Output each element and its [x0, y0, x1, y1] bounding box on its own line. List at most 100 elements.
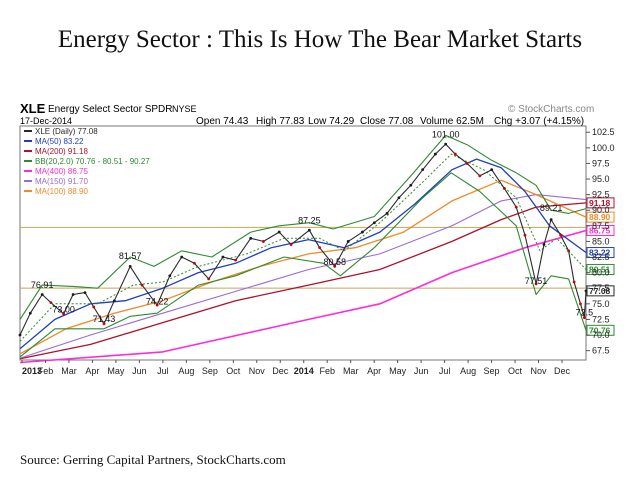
price-point [583, 316, 586, 319]
value-tag-label: 88.90 [589, 212, 611, 222]
legend-entry: MA(100) 88.90 [35, 187, 88, 196]
price-point [168, 274, 172, 278]
ma100-line [19, 179, 587, 355]
series-layer [18, 134, 588, 364]
y-tick-label: 102.5 [592, 127, 615, 137]
price-point [289, 243, 293, 246]
bollinger-upper-line [19, 134, 587, 320]
price-point [421, 168, 425, 172]
x-tick-label: 2013 [22, 366, 42, 376]
price-point [18, 333, 22, 337]
price-point [234, 258, 238, 262]
price-annotation: 80.58 [323, 257, 346, 267]
legend-entry: MA(400) 86.75 [35, 167, 88, 176]
bollinger-lower-line [19, 172, 587, 358]
price-point [502, 187, 506, 190]
price-point [478, 174, 482, 178]
price-point [102, 322, 106, 326]
price-point [261, 240, 265, 243]
price-point [28, 311, 32, 315]
price-point [277, 230, 281, 234]
legend-entry: BB(20,2.0) 70.76 - 80.51 - 90.27 [35, 157, 150, 166]
price-point [409, 183, 413, 187]
price-point [71, 293, 75, 296]
x-tick-label: Nov [249, 366, 266, 376]
price-point [207, 277, 211, 281]
price-point [140, 283, 144, 287]
bollinger-middle-line [19, 153, 587, 342]
ma400-line [19, 229, 587, 364]
x-tick-label: Dec [554, 366, 571, 376]
price-point [559, 233, 563, 237]
x-tick-label: Apr [367, 366, 381, 376]
price-point [572, 280, 576, 284]
price-annotation: 74.22 [146, 297, 169, 307]
header-date: 17-Dec-2014 [20, 116, 72, 126]
price-point [372, 221, 376, 225]
price-annotation: 87.25 [298, 215, 321, 225]
price-annotation: 72.5 [576, 307, 594, 317]
price-point [534, 282, 538, 286]
x-tick-label: May [107, 366, 125, 376]
value-tag-label: 70.76 [589, 325, 611, 335]
x-tick-label: Oct [226, 366, 241, 376]
value-tag-box [586, 197, 615, 209]
price-point [567, 249, 570, 253]
y-tick-label: 67.5 [592, 346, 610, 356]
price-point [128, 265, 132, 268]
price-point [40, 293, 44, 296]
price-annotation: 76.91 [31, 280, 54, 290]
value-tag-label: 80.51 [589, 264, 611, 274]
price-point [579, 302, 582, 306]
price-point [180, 255, 184, 259]
change-value: Chg +3.07 (+4.15%) [494, 116, 584, 127]
horizontal-lines-layer [20, 226, 586, 289]
close-value: Close 77.08 [360, 116, 414, 127]
price-point [192, 261, 196, 265]
y-tick-label: 72.5 [592, 314, 610, 324]
x-tick-label: Feb [38, 366, 54, 376]
x-tick-label: Jun [414, 366, 429, 376]
y-tick-label: 100.0 [592, 143, 615, 153]
price-annotation: 81.57 [119, 251, 142, 261]
price-point [62, 312, 65, 316]
exchange-label: NYSE [172, 104, 197, 114]
x-tick-label: Jul [157, 366, 169, 376]
y-tick-label: 80.0 [592, 268, 610, 278]
price-annotation: 77.51 [525, 276, 548, 286]
price-point [49, 301, 53, 304]
x-tick-label: Dec [272, 366, 289, 376]
price-point [318, 246, 322, 250]
volume-value: Volume 62.5M [420, 116, 484, 127]
x-tick-label: Sep [484, 366, 500, 376]
price-point [333, 265, 337, 268]
x-tick-label: Jun [132, 366, 147, 376]
y-tick-label: 70.0 [592, 330, 610, 340]
x-tick-label: Oct [508, 366, 523, 376]
price-point [444, 142, 448, 146]
ma150-line [19, 194, 587, 359]
price-annotation: 89.21 [540, 203, 563, 213]
value-tag-box [586, 225, 615, 237]
y-tick-label: 95.0 [592, 174, 610, 184]
value-tag-box [586, 324, 615, 336]
x-tick-label: Aug [460, 366, 476, 376]
price-point [549, 218, 553, 222]
x-tick-label: Mar [61, 366, 77, 376]
x-tick-label: May [389, 366, 407, 376]
legend-entry: XLE (Daily) 77.08 [35, 127, 98, 136]
price-point [490, 168, 494, 172]
price-point [397, 196, 401, 200]
price-point [92, 305, 96, 309]
price-point [346, 240, 350, 243]
ma50-line [19, 158, 587, 350]
x-tick-label: Mar [343, 366, 359, 376]
security-name: Energy Select Sector SPDR [48, 104, 173, 115]
ticker-label: XLE [20, 101, 46, 116]
legend-entry: MA(150) 91.70 [35, 177, 88, 186]
price-point [433, 152, 437, 156]
open-value: Open 74.43 [196, 116, 249, 127]
y-tick-label: 85.0 [592, 236, 610, 246]
